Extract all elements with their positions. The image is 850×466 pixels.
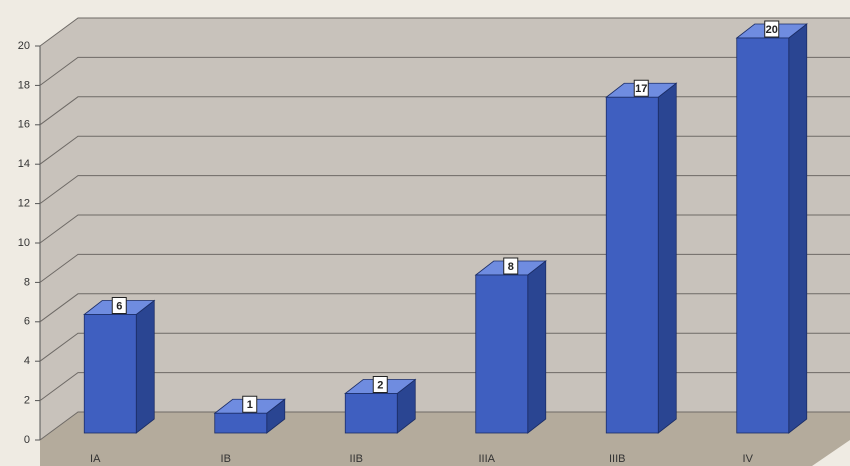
bar — [214, 412, 268, 434]
bar — [83, 314, 137, 434]
grid-line — [39, 135, 850, 165]
x-tick-label: IIIB — [609, 453, 626, 465]
y-tick-label: 18 — [18, 79, 30, 91]
bar — [344, 393, 398, 434]
y-tick-label: 10 — [18, 237, 30, 249]
bar-side — [788, 23, 808, 434]
y-tick-label: 16 — [18, 119, 30, 131]
x-tick-label: IA — [90, 453, 101, 465]
back-wall — [40, 18, 850, 440]
value-label-box — [242, 395, 258, 413]
value-label-box — [633, 79, 649, 97]
grid-line — [39, 17, 850, 47]
value-label-box — [111, 297, 127, 314]
value-label: 8 — [508, 261, 514, 273]
x-tick-label: IIB — [350, 453, 363, 465]
y-tick-label: 20 — [18, 40, 30, 52]
grid-line — [39, 293, 850, 323]
grid-line — [39, 96, 850, 126]
value-label: 1 — [247, 399, 253, 411]
grid-line — [39, 372, 850, 402]
bar — [605, 96, 659, 434]
value-label: 20 — [766, 24, 778, 36]
value-label-box — [503, 257, 519, 275]
y-tick-label: 12 — [18, 198, 30, 210]
grid-line — [39, 253, 850, 283]
bar-side — [657, 82, 677, 434]
value-label: 17 — [635, 83, 647, 95]
y-tick-label: 6 — [24, 316, 30, 328]
value-label-box — [372, 376, 388, 393]
bar — [736, 37, 790, 434]
bar — [475, 274, 529, 434]
y-tick-label: 14 — [18, 158, 30, 170]
x-tick-label: IB — [221, 453, 231, 465]
grid-line — [39, 56, 850, 86]
y-tick-label: 8 — [24, 276, 30, 288]
y-tick-label: 2 — [24, 395, 30, 407]
value-label: 6 — [116, 300, 122, 312]
x-tick-label: IV — [743, 453, 754, 465]
value-label: 2 — [377, 379, 383, 391]
bar-side — [135, 299, 155, 434]
y-tick-label: 0 — [24, 434, 30, 446]
grid-line — [39, 411, 850, 441]
grid-line — [39, 214, 850, 244]
bar-side — [527, 260, 547, 434]
grid-line — [39, 332, 850, 362]
value-label-box — [764, 20, 780, 38]
y-tick-label: 4 — [24, 355, 30, 367]
floor — [40, 412, 850, 466]
grid-line — [39, 175, 850, 205]
x-tick-label: IIIA — [478, 453, 495, 465]
